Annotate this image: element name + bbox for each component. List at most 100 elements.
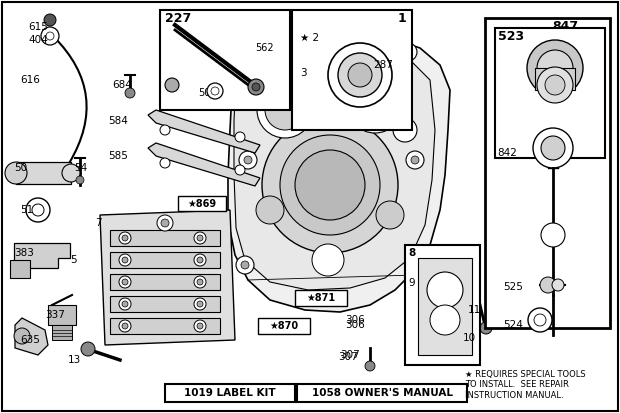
Text: 585: 585 <box>108 151 128 161</box>
Circle shape <box>404 48 412 56</box>
Circle shape <box>540 277 556 293</box>
Bar <box>258 318 310 334</box>
Circle shape <box>197 301 203 307</box>
Polygon shape <box>110 230 220 246</box>
Circle shape <box>326 36 334 44</box>
Circle shape <box>257 82 313 138</box>
Circle shape <box>534 314 546 326</box>
Circle shape <box>76 176 84 184</box>
Text: 306: 306 <box>345 315 365 325</box>
Text: 51: 51 <box>20 205 33 215</box>
Bar <box>297 384 467 402</box>
Text: 404: 404 <box>28 35 48 45</box>
Circle shape <box>161 219 169 227</box>
Text: 307: 307 <box>340 350 360 360</box>
Circle shape <box>452 324 468 340</box>
Circle shape <box>119 232 131 244</box>
Circle shape <box>528 308 552 332</box>
Bar <box>535 68 575 90</box>
Circle shape <box>256 196 284 224</box>
Text: 5: 5 <box>70 255 77 265</box>
Polygon shape <box>110 252 220 268</box>
Circle shape <box>119 320 131 332</box>
Text: 524: 524 <box>503 320 523 330</box>
Circle shape <box>430 305 460 335</box>
Circle shape <box>295 150 365 220</box>
Polygon shape <box>110 318 220 334</box>
Polygon shape <box>15 318 48 355</box>
Text: 525: 525 <box>503 282 523 292</box>
Polygon shape <box>100 210 235 345</box>
Bar <box>300 32 328 44</box>
Circle shape <box>194 298 206 310</box>
Circle shape <box>399 43 417 61</box>
Circle shape <box>81 342 95 356</box>
Circle shape <box>160 158 170 168</box>
Circle shape <box>265 90 305 130</box>
Circle shape <box>527 40 583 96</box>
Text: 306: 306 <box>345 320 365 330</box>
Circle shape <box>312 244 344 276</box>
Circle shape <box>44 14 56 26</box>
Text: onlinemowerparts.com: onlinemowerparts.com <box>238 214 382 226</box>
Circle shape <box>541 223 565 247</box>
Circle shape <box>348 63 372 87</box>
Text: ★869: ★869 <box>187 199 216 209</box>
Circle shape <box>545 75 565 95</box>
Circle shape <box>280 135 380 235</box>
Text: 383: 383 <box>14 248 34 258</box>
Circle shape <box>119 276 131 288</box>
Text: 635: 635 <box>20 335 40 345</box>
Text: 684: 684 <box>112 80 132 90</box>
Circle shape <box>406 251 424 269</box>
Circle shape <box>386 46 400 60</box>
Text: ★870: ★870 <box>270 321 299 331</box>
Text: 54: 54 <box>74 163 87 173</box>
Text: 615: 615 <box>28 22 48 32</box>
Circle shape <box>537 50 573 86</box>
Circle shape <box>243 43 261 61</box>
Bar <box>16 162 71 184</box>
Bar <box>370 32 398 44</box>
Bar <box>178 196 226 211</box>
Text: 337: 337 <box>45 310 65 320</box>
Text: 227: 227 <box>165 12 191 25</box>
Circle shape <box>122 257 128 263</box>
Circle shape <box>197 279 203 285</box>
Circle shape <box>160 125 170 135</box>
Text: 584: 584 <box>108 116 128 126</box>
Circle shape <box>347 77 403 133</box>
Circle shape <box>552 279 564 291</box>
Circle shape <box>262 117 398 253</box>
Polygon shape <box>148 143 260 186</box>
Circle shape <box>5 162 27 184</box>
Polygon shape <box>234 42 435 290</box>
Circle shape <box>456 328 464 336</box>
Bar <box>295 290 347 306</box>
Circle shape <box>355 85 395 125</box>
Bar <box>160 10 290 110</box>
Bar <box>165 384 295 402</box>
Circle shape <box>239 151 257 169</box>
Circle shape <box>197 323 203 329</box>
Circle shape <box>41 27 59 45</box>
Text: 1: 1 <box>398 12 407 25</box>
Text: 307: 307 <box>338 352 358 362</box>
Polygon shape <box>418 258 472 355</box>
Circle shape <box>252 83 260 91</box>
Circle shape <box>248 48 256 56</box>
Text: 562: 562 <box>255 43 273 53</box>
Circle shape <box>533 128 573 168</box>
Bar <box>52 325 72 340</box>
Circle shape <box>194 232 206 244</box>
Circle shape <box>197 235 203 241</box>
Circle shape <box>62 164 80 182</box>
Circle shape <box>376 201 404 229</box>
Text: 8: 8 <box>408 248 415 258</box>
Text: ★871: ★871 <box>306 293 335 303</box>
Circle shape <box>241 261 249 269</box>
Polygon shape <box>110 296 220 312</box>
Circle shape <box>194 320 206 332</box>
Circle shape <box>365 361 375 371</box>
Circle shape <box>244 156 252 164</box>
